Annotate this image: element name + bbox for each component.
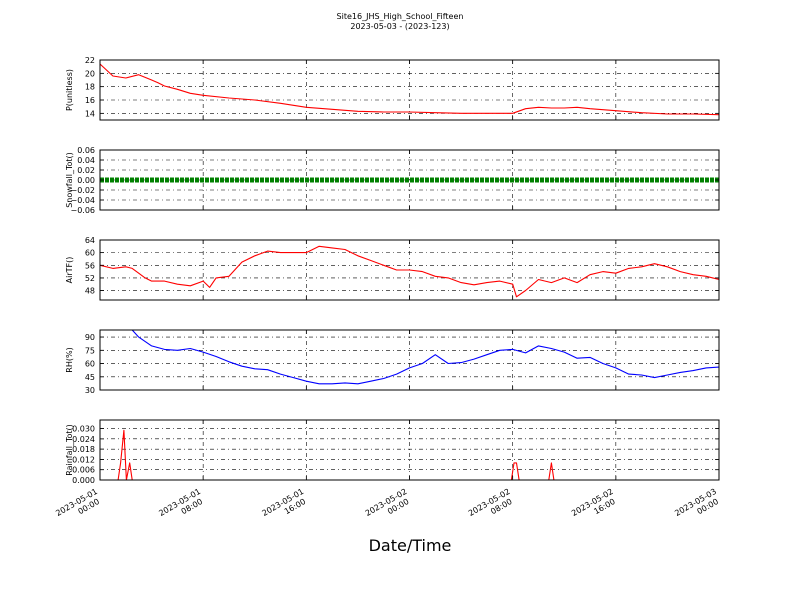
rel-humidity-ytick-label: 60: [85, 360, 95, 369]
chart-subtitle: 2023-05-03 - (2023-123): [350, 22, 449, 31]
snowfall-ytick-label: −0.06: [70, 206, 95, 215]
air-temp-ytick-label: 60: [85, 249, 95, 258]
pressure-series-line: [100, 63, 719, 116]
snowfall-panel: −0.06−0.04−0.020.000.020.040.06Snowfall_…: [65, 146, 720, 215]
snowfall-ylabel: Snowfall_Tot(): [65, 152, 74, 208]
rainfall-ytick-label: 0.012: [72, 455, 95, 464]
rainfall-series-line: [100, 429, 719, 480]
pressure-ytick-label: 18: [85, 83, 95, 92]
pressure-panel: 14 16 18 20 22 P(unitless): [65, 56, 720, 121]
pressure-ytick-label: 22: [85, 56, 95, 65]
air-temp-ytick-label: 56: [85, 261, 95, 270]
snowfall-ytick-label: 0.04: [77, 156, 95, 165]
air-temp-series-line: [100, 245, 719, 298]
air-temp-panel: 48 52 56 60 64 AirTF(): [65, 236, 720, 301]
rel-humidity-ylabel: RH(%): [65, 347, 74, 372]
air-temp-ytick-label: 52: [85, 274, 95, 283]
snowfall-ytick-label: 0.00: [77, 176, 95, 185]
rel-humidity-ytick-label: 45: [85, 373, 95, 382]
chart-title: Site16_JHS_High_School_Fifteen: [337, 12, 464, 21]
x-axis-label: Date/Time: [369, 536, 452, 555]
snowfall-ytick-label: 0.02: [77, 166, 95, 175]
panels-group: 1416182022P(unitless)−0.06−0.04−0.020.00…: [65, 56, 720, 485]
rainfall-ytick-label: 0.000: [72, 476, 95, 485]
pressure-ylabel: P(unitless): [65, 69, 74, 111]
snowfall-ytick-label: 0.06: [77, 146, 95, 155]
rainfall-ytick-label: 0.030: [72, 425, 95, 434]
snowfall-ytick-label: −0.02: [70, 186, 95, 195]
rel-humidity-ytick-label: 30: [85, 386, 95, 395]
pressure-ytick-label: 20: [85, 69, 95, 78]
air-temp-ylabel: AirTF(): [65, 257, 74, 284]
pressure-ytick-label: 14: [85, 109, 95, 118]
pressure-ytick-label: 16: [85, 96, 95, 105]
rainfall-ytick-label: 0.006: [72, 466, 95, 475]
rel-humidity-ytick-label: 90: [85, 333, 95, 342]
rainfall-ytick-label: 0.024: [72, 435, 95, 444]
air-temp-ytick-label: 48: [85, 287, 95, 296]
rainfall-ylabel: Rainfall_Tot(): [65, 424, 74, 476]
air-temp-ytick-label: 64: [85, 236, 95, 245]
rainfall-ytick-label: 0.018: [72, 445, 95, 454]
rel-humidity-panel: 30 45 60 75 90 RH(%): [65, 329, 720, 395]
rel-humidity-ytick-label: 75: [85, 346, 95, 355]
rel-humidity-series-line: [131, 330, 719, 385]
snowfall-ytick-label: −0.04: [70, 196, 95, 205]
